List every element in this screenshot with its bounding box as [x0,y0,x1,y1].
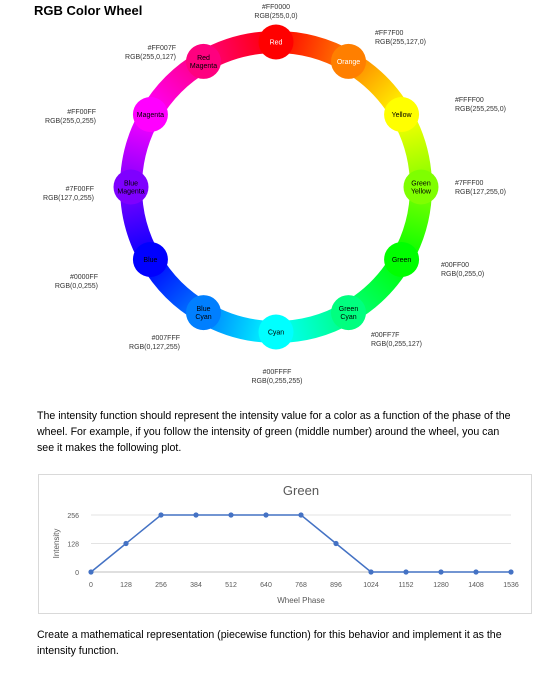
wheel-node-label: Green [411,181,431,188]
x-tick-label: 1536 [503,582,519,589]
wheel-node-label: Orange [337,59,360,66]
page-title: RGB Color Wheel [34,3,143,18]
rgb-label: RGB(255,0,127) [125,54,176,61]
wheel-node-green-yellow [403,169,439,205]
wheel-node-blue-magenta [113,169,149,205]
hex-label: #FF007F [148,45,176,52]
wheel-node-label: Yellow [411,189,432,196]
x-tick-label: 1280 [433,582,449,589]
hex-label: #FF0000 [262,4,290,11]
data-point [403,569,409,575]
wheel-node-label: Magenta [137,112,164,119]
rgb-label: RGB(255,0,0) [254,13,297,20]
data-point [368,569,374,575]
x-tick-label: 512 [225,582,237,589]
x-tick-label: 1152 [398,582,413,589]
hex-label: #00FF00 [441,262,469,269]
green-intensity-chart: Green 0 128 256 0 128 256 384 512 640 768 896 1024 11… [38,474,532,614]
wheel-node-label: Red [270,40,283,47]
rgb-label: RGB(127,255,0) [455,189,506,196]
data-point [438,569,444,575]
rgb-label: RGB(0,0,255) [55,283,98,290]
x-tick-label: 896 [330,582,342,589]
wheel-node-magenta [132,97,168,132]
wheel-node-orange [331,43,366,79]
rgb-label: RGB(0,255,0) [441,271,484,278]
wheel-node-label: Blue [124,181,138,188]
hex-label: #0000FF [70,274,98,281]
hex-label: #FF7F00 [375,30,404,37]
wheel-node-blue-cyan [186,295,221,331]
rgb-label: RGB(0,255,127) [371,341,422,348]
chart-title: Green [283,483,319,498]
hex-label: #007FFF [152,335,180,342]
wheel-node-label: Blue [196,306,210,313]
data-point [123,540,129,547]
hex-label: #FFFF00 [455,97,484,104]
data-point [333,540,339,547]
wheel-node-cyan [258,314,294,350]
wheel-node-label: Magenta [190,63,217,70]
wheel-node-label: Magenta [117,189,144,196]
x-tick-label: 128 [120,582,132,589]
x-tick-label: 0 [89,582,93,589]
wheel-ring [120,31,432,343]
x-tick-label: 768 [295,582,307,589]
rgb-label: RGB(255,127,0) [375,39,426,46]
y-tick-label: 0 [75,570,79,577]
wheel-node-label: Yellow [392,112,413,119]
rgb-color-wheel: RedOrangeYellowGreenYellowGreenGreenCyan… [43,4,506,385]
x-tick-label: 640 [260,582,272,589]
y-axis-label: Intensity [52,529,61,559]
rgb-label: RGB(0,127,255) [129,344,180,351]
wheel-node-red-magenta [186,43,221,79]
wheel-node-green [384,242,420,277]
wheel-node-label: Green [339,306,359,313]
y-tick-label: 128 [67,542,79,549]
data-point [88,569,94,575]
rgb-label: RGB(255,0,255) [45,118,96,125]
data-point [508,569,514,575]
rgb-label: RGB(127,0,255) [43,195,94,202]
hex-label: #FF00FF [67,109,96,116]
data-point [193,512,199,518]
data-point [158,512,164,518]
x-tick-label: 256 [155,582,167,589]
wheel-node-blue [132,242,168,277]
wheel-node-label: Red [197,55,210,62]
wheel-node-label: Cyan [268,330,284,337]
hex-label: #7FFF00 [455,180,484,187]
x-tick-label: 1024 [363,582,379,589]
data-point [228,512,234,518]
data-point [298,512,304,518]
intro-paragraph: The intensity function should represent … [37,410,511,454]
wheel-node-yellow [384,97,420,132]
data-point [263,512,269,518]
task-paragraph: Create a mathematical representation (pi… [37,629,502,657]
y-tick-label: 256 [67,513,79,520]
wheel-node-label: Cyan [340,314,356,321]
wheel-node-green-cyan [331,295,366,331]
hex-label: #00FFFF [263,369,292,376]
rgb-label: RGB(0,255,255) [252,378,303,385]
x-axis-label: Wheel Phase [277,596,325,605]
x-tick-label: 1408 [468,582,484,589]
wheel-node-label: Green [392,257,412,264]
wheel-node-label: Blue [143,257,157,264]
chart-canvas: Green 0 128 256 0 128 256 384 512 640 768 896 1024 11… [52,483,519,605]
rgb-label: RGB(255,255,0) [455,106,506,113]
hex-label: #7F00FF [66,186,94,193]
hex-label: #00FF7F [371,332,399,339]
x-tick-label: 384 [190,582,202,589]
wheel-node-red [258,24,294,60]
wheel-node-label: Cyan [195,314,211,321]
data-point [473,569,479,575]
